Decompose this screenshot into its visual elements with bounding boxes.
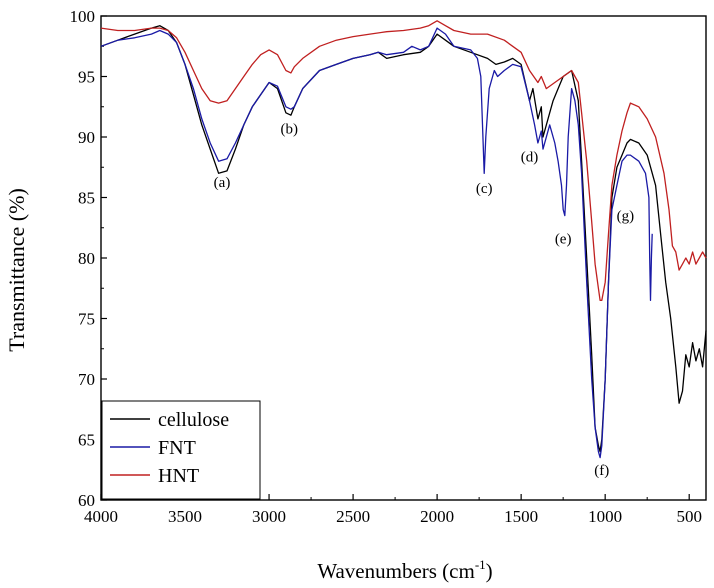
x-tick-label: 500	[676, 507, 702, 526]
x-tick-label: 2500	[336, 507, 370, 526]
legend-label-hnt: HNT	[158, 465, 199, 487]
peak-annotation: (e)	[555, 232, 572, 248]
y-tick-label: 100	[70, 7, 96, 26]
peak-annotation: (d)	[521, 149, 539, 165]
x-axis-label-end: )	[486, 559, 493, 583]
x-tick-label: 3500	[168, 507, 202, 526]
legend-label-fnt: FNT	[158, 437, 196, 459]
y-tick-label: 90	[78, 128, 95, 147]
peak-annotation: (a)	[214, 175, 231, 191]
legend-label-cellulose: cellulose	[158, 409, 229, 431]
x-tick-label: 1500	[504, 507, 538, 526]
x-tick-label: 2000	[420, 507, 454, 526]
annotation-layer: (a) (b) (c) (d) (e) (f) (g)	[214, 122, 634, 479]
y-tick-label: 95	[78, 68, 95, 87]
legend: cellulose FNT HNT	[101, 400, 261, 500]
x-tick-label: 1000	[588, 507, 622, 526]
x-axis-label-main: Wavenumbers (cm	[317, 559, 475, 583]
series-line-fnt	[100, 27, 653, 459]
y-axis-label: Transmittance (%)	[4, 188, 29, 352]
x-axis-label: Wavenumbers (cm-1)	[317, 557, 492, 583]
x-axis-label-superscript: -1	[475, 557, 486, 572]
x-tick-label: 4000	[84, 507, 118, 526]
y-tick-label: 80	[78, 249, 95, 268]
series-line-hnt	[100, 20, 707, 302]
peak-annotation: (f)	[594, 463, 609, 479]
peak-annotation: (g)	[617, 209, 635, 225]
legend-box	[101, 400, 261, 500]
series-line-cellulose	[100, 25, 707, 453]
y-tick-label: 60	[78, 491, 95, 510]
y-tick-label: 85	[78, 189, 95, 208]
series-layer	[100, 20, 707, 459]
peak-annotation: (c)	[476, 181, 493, 197]
y-tick-label: 75	[78, 310, 95, 329]
y-tick-label: 65	[78, 431, 95, 450]
ticks-layer: 4000 3500 3000 2500 2000 1500 1000 500 60 65 70 75 8…	[70, 7, 702, 526]
x-tick-label: 3000	[252, 507, 286, 526]
peak-annotation: (b)	[280, 122, 298, 138]
y-tick-label: 70	[78, 370, 95, 389]
